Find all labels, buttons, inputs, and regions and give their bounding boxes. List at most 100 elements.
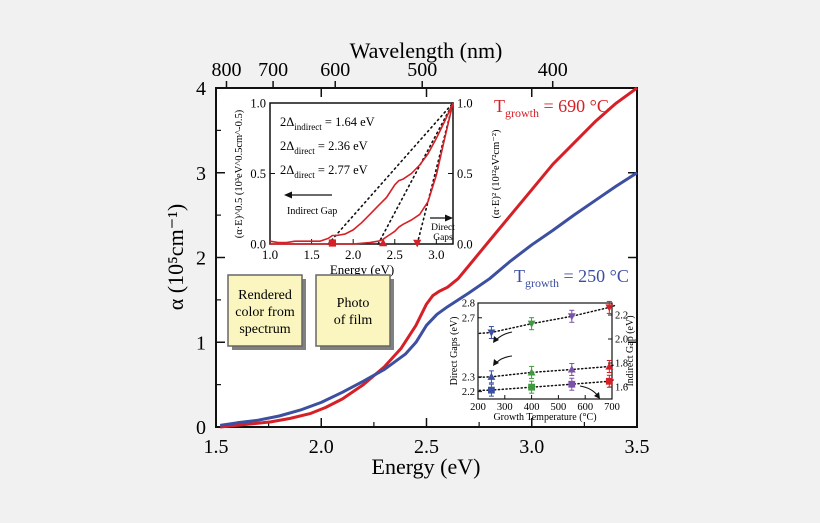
inset1-y-tick-label-left: 1.0 bbox=[250, 97, 266, 111]
inset1-fit-line bbox=[377, 102, 454, 245]
inset1-x-tick-label: 2.0 bbox=[345, 247, 361, 262]
inset2-data-point bbox=[567, 365, 576, 373]
inset2-y-tick-label-left: 2.7 bbox=[462, 313, 475, 324]
arrowhead-icon bbox=[493, 336, 600, 399]
inset2-data-point bbox=[605, 377, 613, 385]
inset-gaps-vs-temperature: 200 300 400 500 600 700 2.2 2.3 2.7 2.8 1.6 1.8 2.0 2… bbox=[449, 299, 636, 424]
gap-annotation-direct-1: 2Δdirect = 2.36 eV bbox=[280, 139, 368, 156]
inset2-x-tick-label: 300 bbox=[497, 402, 513, 413]
inset2-y-tick-label-right: 2.2 bbox=[615, 311, 628, 322]
inset1-y-tick-label-left: 0.5 bbox=[250, 167, 266, 181]
inset1-series-group bbox=[269, 102, 454, 248]
inset2-data-point bbox=[605, 304, 614, 312]
inset1-x-axis-label: Energy (eV) bbox=[330, 262, 394, 277]
swatch-rendered-color: Rendered color from spectrum bbox=[227, 274, 306, 350]
inset1-gap-marker bbox=[328, 239, 336, 247]
inset1-y-tick-label-right: 0.0 bbox=[457, 238, 473, 252]
inset2-y-tick-label-left: 2.3 bbox=[462, 372, 475, 383]
y-tick-label: 0 bbox=[196, 417, 206, 439]
inset2-data-point bbox=[568, 380, 576, 388]
series-line-690C bbox=[220, 86, 638, 429]
inset2-y-tick-label-left: 2.8 bbox=[462, 299, 475, 310]
inset2-y-axis-label-right: Indirect Gap (eV) bbox=[625, 315, 636, 386]
indirect-gap-arrow-icon bbox=[284, 191, 332, 199]
swatch-photo-line-2: of film bbox=[334, 313, 373, 328]
x-tick-label: 2.0 bbox=[309, 436, 334, 458]
inset1-y-tick-label-right: 0.5 bbox=[457, 167, 473, 181]
inset2-x-tick-label: 700 bbox=[604, 402, 620, 413]
inset2-data-point bbox=[528, 383, 535, 391]
inset2-x-tick-label: 400 bbox=[524, 402, 540, 413]
top-tick-label: 800 bbox=[211, 59, 241, 81]
x-axis-label: Energy (eV) bbox=[372, 454, 481, 479]
y-tick-label: 4 bbox=[196, 78, 206, 100]
x-tick-label: 1.5 bbox=[204, 436, 229, 458]
swatch-rendered-line-3: spectrum bbox=[239, 322, 290, 337]
inset2-y-tick-label-left: 2.2 bbox=[462, 387, 475, 398]
inset2-y-tick-label-right: 1.6 bbox=[615, 383, 628, 394]
inset2-x-tick-label: 200 bbox=[470, 402, 486, 413]
x-tick-label: 3.0 bbox=[519, 436, 544, 458]
inset1-series-sqrt bbox=[269, 102, 454, 244]
top-tick-label: 600 bbox=[320, 59, 350, 81]
series-label-250: Tgrowth = 250 °C bbox=[514, 266, 629, 290]
inset2-data-point bbox=[487, 372, 496, 380]
swatch-photo-film: Photo of film bbox=[315, 274, 394, 350]
x-tick-label: 3.5 bbox=[625, 436, 650, 458]
direct-gaps-label-2: Gaps bbox=[433, 233, 453, 243]
inset-absorption-edge: 1.0 1.5 2.0 2.5 3.0 0.0 0.0 0.5 0.5 1.0 1.0 Energy… bbox=[234, 97, 502, 278]
series-line-250C bbox=[219, 171, 638, 427]
swatch-photo-line-1: Photo bbox=[337, 296, 370, 311]
inset2-data-point bbox=[605, 362, 614, 370]
top-axis-label: Wavelength (nm) bbox=[350, 38, 503, 63]
inset2-y-tick-label-right: 1.8 bbox=[615, 359, 628, 370]
inset1-axis-ticks: 1.0 1.5 2.0 2.5 3.0 0.0 0.0 0.5 0.5 1.0 1.0 bbox=[250, 97, 472, 263]
inset2-trend-line bbox=[478, 363, 617, 379]
inset2-y-axis-label-left: Direct Gaps (eV) bbox=[449, 317, 460, 386]
direct-gaps-label-1: Direct bbox=[431, 223, 455, 233]
y-tick-label: 1 bbox=[196, 332, 206, 354]
inset1-fit-line bbox=[327, 102, 454, 245]
inset1-x-tick-label: 2.5 bbox=[387, 247, 403, 262]
direct-gaps-arrow-icon bbox=[430, 214, 453, 222]
inset2-x-axis-label: Growth Temperature (°C) bbox=[493, 412, 596, 423]
gap-annotation-indirect: 2Δindirect = 1.64 eV bbox=[280, 115, 375, 132]
y-tick-label: 2 bbox=[196, 248, 206, 270]
inset1-y-axis-label-left: (α·E)^0.5 (10³eV^0.5cm^-0.5) bbox=[234, 109, 245, 238]
main-series-group bbox=[219, 86, 638, 429]
gap-annotation-direct-2: 2Δdirect = 2.77 eV bbox=[280, 163, 368, 180]
swatch-rendered-line-2: color from bbox=[235, 305, 295, 320]
inset2-data-point bbox=[567, 313, 576, 321]
indirect-gap-label: Indirect Gap bbox=[287, 206, 337, 217]
y-tick-label: 3 bbox=[196, 163, 206, 185]
series-label-690: Tgrowth = 690 °C bbox=[494, 96, 609, 120]
inset2-trend-line bbox=[478, 378, 617, 392]
inset1-series-squared bbox=[270, 102, 454, 245]
x-tick-label: 2.5 bbox=[414, 436, 439, 458]
inset2-axis-ticks: 200 300 400 500 600 700 2.2 2.3 2.7 2.8 1.6 1.8 2.0 2… bbox=[462, 299, 628, 414]
top-tick-label: 400 bbox=[538, 59, 568, 81]
inset1-x-tick-label: 1.0 bbox=[262, 247, 278, 262]
inset1-y-axis-label-right: (α·E)² (10¹²eV²cm⁻²) bbox=[491, 129, 502, 218]
inset2-data-point bbox=[527, 368, 536, 376]
color-swatches: Rendered color from spectrum Photo of fi… bbox=[227, 274, 394, 350]
inset2-x-tick-label: 500 bbox=[551, 402, 567, 413]
inset2-y-tick-label-right: 2.0 bbox=[615, 335, 628, 346]
inset1-x-tick-label: 1.5 bbox=[303, 247, 319, 262]
swatch-rendered-line-1: Rendered bbox=[238, 288, 292, 303]
inset1-x-tick-label: 3.0 bbox=[428, 247, 444, 262]
top-tick-label: 500 bbox=[407, 59, 437, 81]
inset2-data-point bbox=[488, 386, 495, 394]
inset2-frame bbox=[477, 302, 613, 400]
inset2-x-tick-label: 600 bbox=[577, 402, 593, 413]
inset1-y-tick-label-left: 0.0 bbox=[250, 238, 266, 252]
inset2-series-group bbox=[478, 300, 617, 397]
inset2-data-point bbox=[487, 329, 496, 337]
inset2-data-point bbox=[527, 320, 536, 328]
inset1-y-tick-label-right: 1.0 bbox=[457, 97, 473, 111]
inset1-frame bbox=[269, 102, 454, 245]
y-axis-label: α (10⁵cm⁻¹) bbox=[163, 204, 188, 310]
top-tick-label: 700 bbox=[258, 59, 288, 81]
